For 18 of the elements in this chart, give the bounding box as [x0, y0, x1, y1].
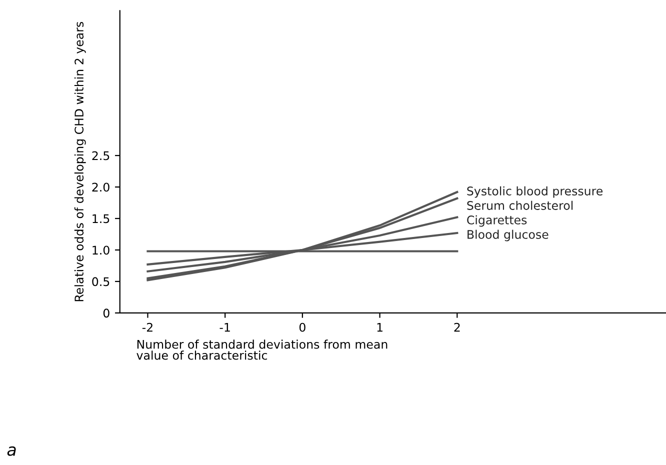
y-tick-label: 2.5 — [92, 151, 110, 160]
series-label: Cigarettes — [467, 215, 527, 227]
y-axis-title: Relative odds of developing CHD within 2 years — [74, 22, 86, 302]
x-tick-label: 1 — [377, 323, 382, 332]
series-label: Systolic blood pressure — [467, 186, 603, 198]
text: a — [7, 446, 16, 456]
y-tick-label: 0.5 — [92, 277, 110, 286]
x-tick-label: 2 — [454, 322, 460, 332]
x-tick-label: -2 — [142, 322, 152, 332]
y-tick-label: 1.0 — [92, 246, 110, 255]
y-tick-label: 0 — [103, 308, 110, 318]
series-label: Blood glucose — [468, 230, 548, 242]
x-axis-title: Number of standard deviations from mean value of characteristic — [136, 340, 388, 360]
series-label: Serum cholesterol — [467, 200, 573, 210]
y-tick-label: 2.0 — [92, 182, 110, 192]
y-tick-label: 1.5 — [92, 214, 110, 224]
x-tick-label: 0 — [299, 322, 306, 332]
x-tick-label: -1 — [220, 323, 230, 332]
